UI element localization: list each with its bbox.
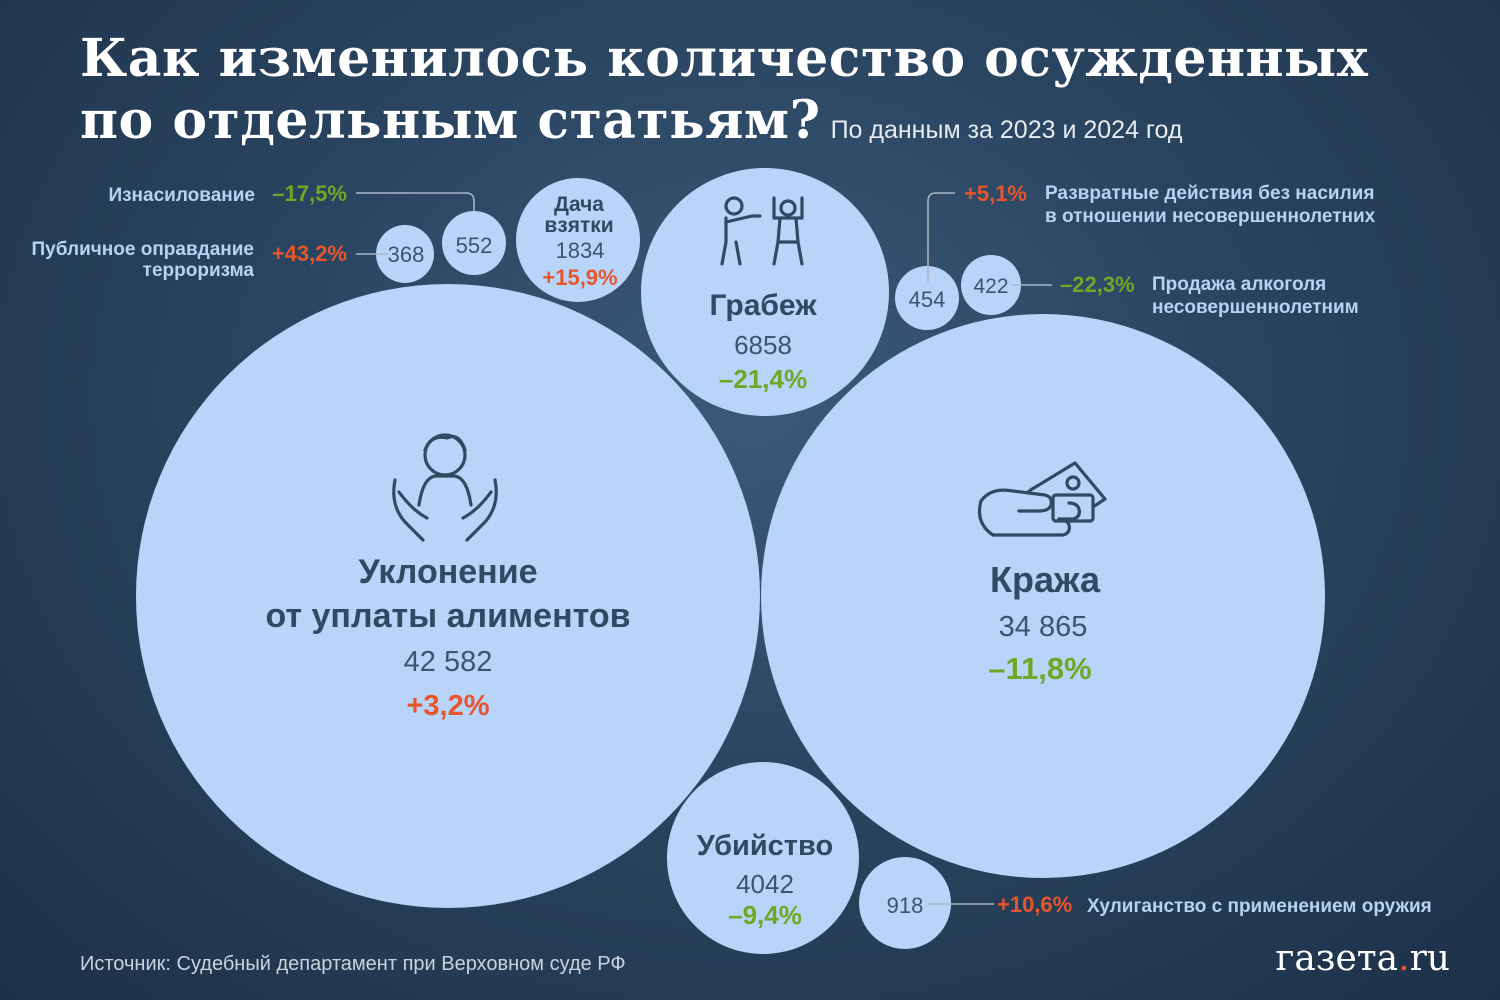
icon-victim-body <box>772 196 804 266</box>
page-title: Как изменилось количество осужденных по … <box>80 28 1368 161</box>
icon-robber-body <box>720 214 762 266</box>
icon-victim-head <box>779 199 797 217</box>
bubble-rape <box>442 211 506 275</box>
hooligan-change: +10,6% <box>997 892 1072 917</box>
robbery-label: Грабеж <box>710 289 818 322</box>
minors-label-line-2: в отношении несовершеннолетних <box>1045 206 1376 227</box>
brand-logo: газета.ru <box>1275 938 1450 979</box>
murder-change: –9,4% <box>728 900 802 930</box>
alcohol-label-line-1: Продажа алкоголя <box>1152 274 1326 295</box>
theft-label: Кража <box>990 559 1101 600</box>
bubble-alcohol <box>961 255 1021 315</box>
title-line-2-text: по отдельным статьям? <box>80 90 821 151</box>
bubble-theft <box>761 314 1325 878</box>
alimony-label-line-2: от уплаты алиментов <box>266 597 631 635</box>
robbery-icon <box>720 196 804 266</box>
bribe-label-line-1: Дача <box>554 193 604 216</box>
murder-label: Убийство <box>697 830 833 862</box>
bribe-change: +15,9% <box>542 265 617 290</box>
robbery-value: 6858 <box>734 330 792 360</box>
bubble-murder <box>667 762 859 954</box>
theft-change: –11,8% <box>988 651 1091 686</box>
alimony-change: +3,2% <box>406 690 489 722</box>
terrorism-label-line-2: терроризма <box>143 260 255 281</box>
minors-change: +5,1% <box>964 181 1027 206</box>
minors-label-line-1: Развратные действия без насилия <box>1045 183 1374 204</box>
terrorism-value: 368 <box>388 242 425 267</box>
minors-value: 454 <box>909 287 946 312</box>
bribe-label-line-2: взятки <box>544 214 613 237</box>
robbery-change: –21,4% <box>719 364 807 394</box>
alcohol-label-line-2: несовершеннолетним <box>1152 297 1359 318</box>
icon-robber-head <box>724 196 744 216</box>
bubble-bribe <box>516 178 640 302</box>
icon-shoulders <box>417 474 473 507</box>
alimony-label-line-1: Уклонение <box>359 553 538 591</box>
subtitle: По данным за 2023 и 2024 год <box>830 116 1183 144</box>
logo-suffix: ru <box>1409 938 1450 979</box>
alimony-value: 42 582 <box>404 646 493 678</box>
icon-fingers <box>1057 501 1081 521</box>
bubble-hooligan <box>859 857 951 949</box>
icon-right-palm <box>461 490 493 520</box>
hooligan-label: Хулиганство с применением оружия <box>1087 896 1432 917</box>
alcohol-value: 422 <box>973 275 1008 298</box>
icon-right-hand <box>465 478 498 542</box>
icon-hair <box>423 434 467 452</box>
theft-value: 34 865 <box>999 611 1088 643</box>
icon-thumb <box>979 488 1053 513</box>
terrorism-label-line-1: Публичное оправдание <box>32 239 254 260</box>
logo-dot: . <box>1398 938 1410 979</box>
rape-change: –17,5% <box>272 181 347 206</box>
hooligan-value: 918 <box>887 893 924 918</box>
murder-value: 4042 <box>736 869 794 899</box>
bubble-robbery <box>641 168 889 416</box>
source-note: Источник: Судебный департамент при Верхо… <box>80 953 626 975</box>
icon-coin <box>1065 475 1081 491</box>
icon-left-hand <box>392 478 425 542</box>
logo-text: газета <box>1275 938 1399 979</box>
title-line-2: по отдельным статьям? По данным за 2023 и… <box>80 90 1368 161</box>
terrorism-change: +43,2% <box>272 241 347 266</box>
leader-rape <box>356 192 475 211</box>
alcohol-change: –22,3% <box>1060 272 1135 297</box>
title-line-1: Как изменилось количество осужденных <box>80 28 1369 89</box>
icon-left-palm <box>397 490 429 520</box>
bubble-minors <box>895 266 959 330</box>
leader-minors <box>927 192 955 282</box>
icon-banknote <box>1027 461 1107 509</box>
bubble-terrorism <box>376 225 434 283</box>
rape-label: Изнасилование <box>108 185 255 206</box>
hand-money-icon <box>977 461 1107 537</box>
bribe-value: 1834 <box>556 238 605 263</box>
bubble-alimony <box>136 284 760 908</box>
rape-value: 552 <box>456 233 493 258</box>
hands-person-icon <box>392 433 498 542</box>
